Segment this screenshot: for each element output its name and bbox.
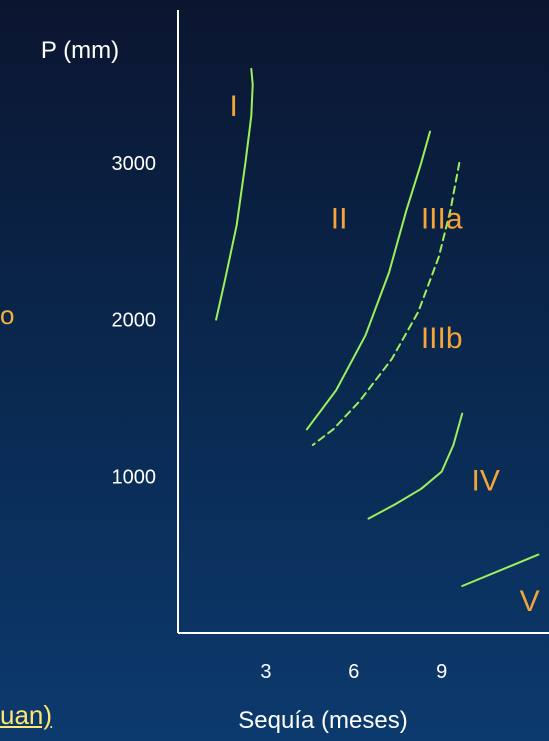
curve-ii xyxy=(305,130,431,431)
y-tick-label: 1000 xyxy=(112,466,157,488)
zone-label-iiia: IIIa xyxy=(421,203,463,236)
axes-layer: P (mm) Sequía (meses) xyxy=(41,10,549,734)
x-tick-label: 6 xyxy=(348,661,359,683)
zone-label-i: I xyxy=(230,90,238,123)
y-tick-label: 2000 xyxy=(112,310,157,332)
x-axis-label: Sequía (meses) xyxy=(238,707,407,734)
curve-i xyxy=(215,67,254,321)
curve-iv xyxy=(367,412,464,520)
zone-label-v: V xyxy=(520,585,540,618)
x-tick-label: 3 xyxy=(260,661,271,683)
curve-iiia xyxy=(311,161,461,446)
zone-label-iv: IV xyxy=(472,464,500,497)
ticks-layer: 1000 2000 3000 3 6 9 xyxy=(112,153,448,683)
zone-label-iiib: IIIb xyxy=(421,322,463,355)
left-fragment-yellow-text: uan) xyxy=(0,700,53,730)
y-tick-label: 3000 xyxy=(112,153,157,175)
curves-layer xyxy=(215,67,540,587)
left-fragment-orange-text: o xyxy=(0,300,15,330)
x-tick-label: 9 xyxy=(436,661,447,683)
y-axis-label: P (mm) xyxy=(41,37,119,64)
curve-v xyxy=(461,553,540,587)
zone-label-ii: II xyxy=(331,203,348,236)
